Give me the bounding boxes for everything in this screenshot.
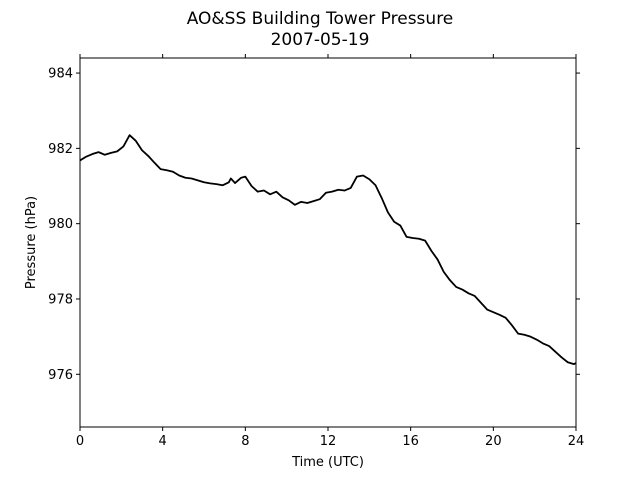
- x-tick-label: 4: [159, 434, 167, 449]
- y-tick-label: 982: [48, 142, 73, 157]
- y-axis: 976 978 980 982 984: [48, 67, 580, 383]
- x-tick-label: 16: [402, 434, 419, 449]
- x-tick-label: 20: [485, 434, 502, 449]
- x-axis-label: Time (UTC): [291, 455, 364, 470]
- x-axis: 0 4 8 12 16 20 24: [76, 54, 584, 449]
- y-tick-label: 976: [48, 368, 73, 383]
- x-tick-label: 8: [241, 434, 249, 449]
- plot-area: [79, 134, 577, 366]
- pressure-series-line: [79, 134, 577, 366]
- x-tick-label: 24: [568, 434, 585, 449]
- y-axis-label: Pressure (hPa): [24, 196, 39, 289]
- y-tick-label: 984: [48, 67, 73, 82]
- chart-title: AO&SS Building Tower Pressure: [187, 9, 454, 29]
- x-tick-label: 12: [320, 434, 337, 449]
- x-tick-label: 0: [76, 434, 84, 449]
- y-tick-label: 978: [48, 292, 73, 307]
- plot-frame: [79, 57, 577, 428]
- chart-subtitle: 2007-05-19: [271, 30, 370, 50]
- y-tick-label: 980: [48, 217, 73, 232]
